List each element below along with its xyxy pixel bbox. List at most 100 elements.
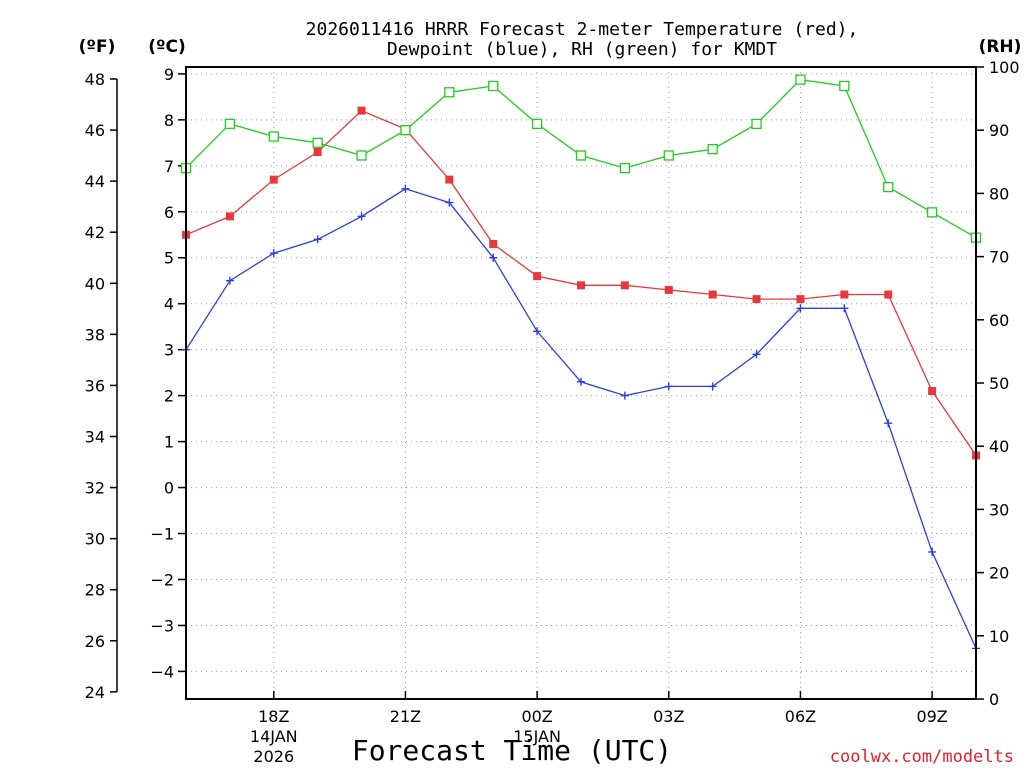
rh-point <box>488 80 499 92</box>
temperature-point <box>664 285 673 294</box>
x-date-label: 14JAN <box>250 727 298 746</box>
fahrenheit-tick-label: 44 <box>85 172 105 191</box>
dewpoint-point <box>269 249 278 258</box>
rh-point <box>619 162 631 174</box>
temperature-point <box>620 281 629 290</box>
celsius-tick-label: 4 <box>164 295 174 314</box>
rh-tick-label: 70 <box>989 248 1009 267</box>
rh-unit-label: (RH) <box>979 37 1022 57</box>
rh-point <box>356 150 367 161</box>
temperature-point <box>752 295 761 304</box>
chart-title-line-1: 2026011416 HRRR Forecast 2-meter Tempera… <box>306 19 859 40</box>
temperature-point <box>313 148 322 157</box>
x-date-label: 15JAN <box>513 727 561 746</box>
x-tick-label: 00Z <box>521 707 552 726</box>
rh-tick-label: 40 <box>989 437 1009 456</box>
rh-tick-label: 30 <box>989 500 1009 519</box>
dewpoint-point <box>752 350 761 359</box>
celsius-tick-label: 9 <box>164 65 174 84</box>
rh-point <box>575 150 587 161</box>
dewpoint-point <box>708 382 717 391</box>
rh-tick-label: 50 <box>989 374 1009 393</box>
fahrenheit-tick-label: 24 <box>85 683 105 702</box>
dewpoint-point <box>928 547 937 556</box>
rh-point <box>444 87 455 98</box>
fahrenheit-tick-label: 42 <box>85 223 105 242</box>
dewpoint-point <box>620 391 629 400</box>
fahrenheit-tick-label: 30 <box>85 530 105 549</box>
fahrenheit-tick-label: 36 <box>85 376 105 395</box>
celsius-tick-label: −2 <box>150 570 174 589</box>
rh-tick-label: 0 <box>989 690 999 709</box>
rh-point <box>312 137 323 148</box>
dewpoint-point <box>533 327 542 336</box>
dewpoint-point <box>445 198 454 207</box>
fahrenheit-tick-label: 46 <box>85 121 105 140</box>
dewpoint-point <box>840 304 849 313</box>
fahrenheit-tick-label: 26 <box>85 632 105 651</box>
rh-tick-label: 10 <box>989 627 1009 646</box>
dewpoint-point <box>577 377 585 386</box>
fahrenheit-tick-label: 28 <box>85 581 105 600</box>
rh-tick-label: 90 <box>989 121 1009 140</box>
celsius-tick-label: 0 <box>164 479 174 498</box>
gridlines <box>186 67 976 699</box>
celsius-tick-label: 2 <box>164 387 174 406</box>
dewpoint-point <box>313 235 322 244</box>
rh-point <box>751 118 762 130</box>
celsius-tick-label: 1 <box>164 433 174 452</box>
fahrenheit-tick-label: 48 <box>85 70 105 89</box>
celsius-tick-label: 6 <box>164 203 174 222</box>
dewpoint-point <box>884 419 893 428</box>
celsius-tick-label: −1 <box>150 525 174 544</box>
temperature-point <box>840 290 849 299</box>
rh-tick-label: 20 <box>989 564 1009 583</box>
temperature-point <box>445 175 454 184</box>
fahrenheit-tick-label: 32 <box>85 479 105 498</box>
series-temperature <box>182 106 980 460</box>
celsius-tick-label: 5 <box>164 249 174 268</box>
rh-point <box>883 181 894 193</box>
celsius-tick-label: 3 <box>164 341 174 360</box>
temperature-point <box>533 272 542 281</box>
dewpoint-point <box>357 212 366 221</box>
temperature-point <box>357 106 366 115</box>
data-series <box>180 74 982 653</box>
rh-point <box>839 80 850 92</box>
dewpoint-point <box>225 276 234 285</box>
plot-frame <box>185 66 977 700</box>
rh-tick-label: 100 <box>989 58 1020 77</box>
dewpoint-point <box>489 253 498 262</box>
fahrenheit-tick-label: 40 <box>85 274 105 293</box>
fahrenheit-unit-label: (ºF) <box>79 37 116 57</box>
series-rh <box>180 74 982 243</box>
celsius-tick-label: −4 <box>150 662 174 681</box>
rh-point <box>926 207 938 218</box>
rh-point <box>531 118 543 130</box>
fahrenheit-tick-label: 38 <box>85 325 105 344</box>
temperature-point <box>708 290 717 299</box>
temperature-point <box>225 212 234 221</box>
temperature-point <box>577 281 585 290</box>
rh-point <box>663 150 674 161</box>
temperature-point <box>928 387 937 396</box>
rh-tick-label: 80 <box>989 184 1009 203</box>
fahrenheit-tick-label: 34 <box>85 427 105 446</box>
temperature-point <box>489 239 498 248</box>
x-date-label: 2026 <box>253 747 294 766</box>
temperature-point <box>884 290 893 299</box>
rh-point <box>707 144 718 155</box>
x-tick-label: 03Z <box>653 707 684 726</box>
dewpoint-point <box>796 304 805 313</box>
series-dewpoint <box>182 184 980 653</box>
dewpoint-point <box>664 382 673 391</box>
x-tick-label: 21Z <box>390 707 421 726</box>
x-tick-label: 18Z <box>258 707 289 726</box>
x-axis-title: Forecast Time (UTC) <box>352 734 672 767</box>
rh-tick-label: 60 <box>989 311 1009 330</box>
x-tick-label: 09Z <box>916 707 947 726</box>
rh-point <box>400 125 411 136</box>
celsius-tick-label: 8 <box>164 111 174 130</box>
x-tick-label: 06Z <box>785 707 816 726</box>
